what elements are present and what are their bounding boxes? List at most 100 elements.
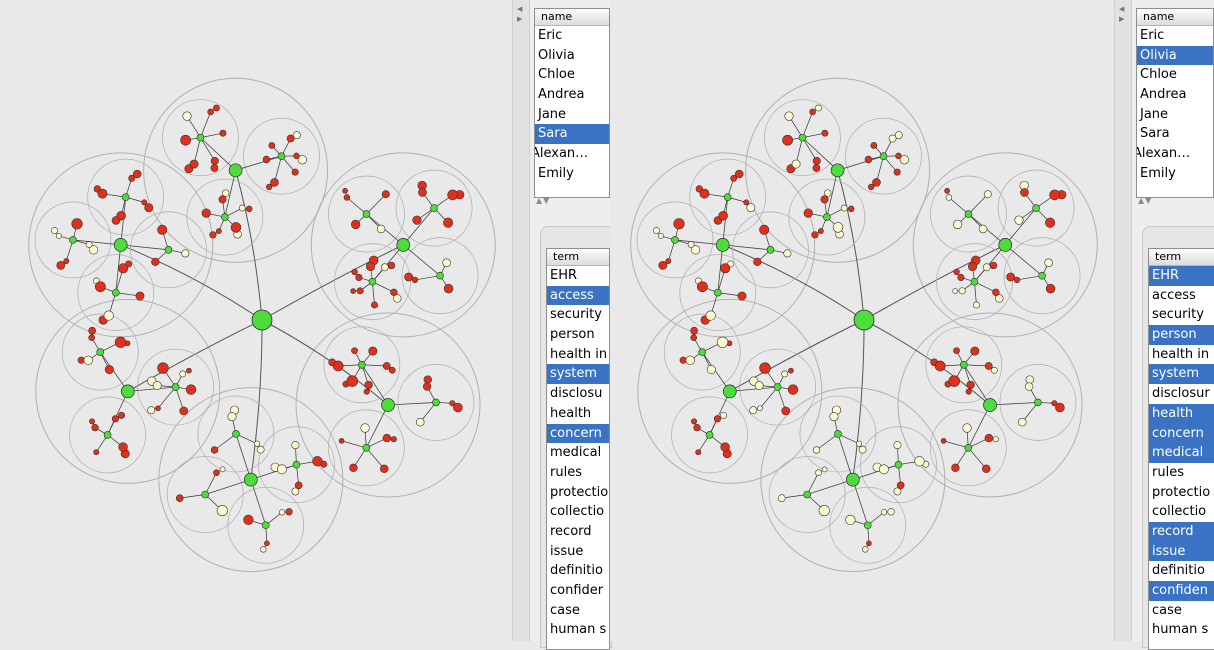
term-column-header[interactable]: term [547, 249, 609, 266]
triangle-left-icon[interactable]: ◀ [1119, 6, 1124, 13]
sub-hub-node [671, 236, 678, 243]
term-list-item[interactable]: health [1149, 404, 1214, 424]
sub-hub-node [864, 522, 871, 529]
term-list-item[interactable]: case [547, 601, 609, 621]
term-list-item[interactable]: access [547, 286, 609, 306]
leaf-node [1026, 376, 1034, 384]
term-list-item[interactable]: disclosur [1149, 384, 1214, 404]
name-list-item[interactable]: Olivia [535, 46, 609, 66]
leaf-node [818, 228, 823, 233]
term-list-item[interactable]: health in [1149, 345, 1214, 365]
leaf-node [202, 209, 211, 218]
term-list-item[interactable]: concern [1149, 424, 1214, 444]
term-column-header[interactable]: term [1149, 249, 1214, 266]
term-list-item[interactable]: EHR [547, 266, 609, 286]
term-list-item[interactable]: record [547, 522, 609, 542]
term-list-item[interactable]: rules [1149, 463, 1214, 483]
scroll-up-down-icon[interactable]: ▲▼ [1138, 196, 1152, 205]
term-list-item[interactable]: human s [547, 620, 609, 640]
leaf-node [949, 376, 960, 387]
name-list-item[interactable]: Jane [535, 105, 609, 125]
hub-node [716, 238, 729, 251]
leaf-node [190, 160, 198, 168]
name-list-item[interactable]: Chloe [1137, 65, 1213, 85]
name-list-item[interactable]: Alexan… [534, 144, 609, 164]
term-list-item[interactable]: access [1149, 286, 1214, 306]
term-list-item[interactable]: issue [547, 542, 609, 562]
name-column-header[interactable]: name [1137, 9, 1213, 26]
name-list-item[interactable]: Sara [1137, 124, 1213, 144]
graph-view-right[interactable] [610, 0, 1114, 641]
term-list-item[interactable]: person [1149, 325, 1214, 345]
leaf-node [717, 337, 728, 348]
leaf-node [365, 381, 373, 389]
term-list-item[interactable]: health in [547, 345, 609, 365]
name-list-item[interactable]: Andrea [535, 85, 609, 105]
term-list-item[interactable]: collectio [547, 502, 609, 522]
term-list-item[interactable]: human s [1149, 620, 1214, 640]
term-list-item[interactable]: medical [1149, 443, 1214, 463]
term-list-item[interactable]: protectio [1149, 483, 1214, 503]
name-list-item[interactable]: Eric [1137, 26, 1213, 46]
term-list-item[interactable]: system [1149, 364, 1214, 384]
graph-view-left[interactable] [0, 0, 512, 641]
term-list-item[interactable]: confider [547, 581, 609, 601]
leaf-node [118, 412, 124, 418]
name-list-item[interactable]: Alexan… [1136, 144, 1213, 164]
name-list-item[interactable]: Chloe [535, 65, 609, 85]
name-column-header[interactable]: name [535, 9, 609, 26]
name-list-item[interactable]: Andrea [1137, 85, 1213, 105]
term-list-item[interactable]: definitio [547, 561, 609, 581]
leaf-node [377, 225, 385, 233]
leaf-node [833, 222, 843, 232]
term-list-item[interactable]: medical [547, 443, 609, 463]
tree-edge [121, 245, 262, 320]
triangle-left-icon[interactable]: ◀ [517, 6, 522, 13]
term-list-item[interactable]: rules [547, 463, 609, 483]
balloon-graph-right[interactable] [610, 0, 1114, 641]
scroll-up-down-icon[interactable]: ▲▼ [536, 196, 550, 205]
leaf-node [270, 178, 278, 186]
term-list-item[interactable]: issue [1149, 542, 1214, 562]
leaf-node [257, 446, 264, 453]
leaf-node [152, 258, 160, 266]
name-list-item[interactable]: Eric [535, 26, 609, 46]
term-list-item[interactable]: security [1149, 305, 1214, 325]
term-list-item[interactable]: confiden [1149, 581, 1214, 601]
term-list-item[interactable]: system [547, 364, 609, 384]
term-list-item[interactable]: definitio [1149, 561, 1214, 581]
term-list-item[interactable]: disclosu [547, 384, 609, 404]
name-list-item[interactable]: Olivia [1137, 46, 1213, 66]
leaf-node [448, 190, 458, 200]
sub-hub-node [172, 384, 179, 391]
term-list-item[interactable]: collectio [1149, 502, 1214, 522]
leaf-node [959, 288, 965, 294]
split-divider-right[interactable]: ◀ ▶ [1114, 0, 1132, 641]
term-list-item[interactable]: record [1149, 522, 1214, 542]
term-list-item[interactable]: EHR [1149, 266, 1214, 286]
leaf-node [182, 250, 189, 257]
term-list-item[interactable]: protectio [547, 483, 609, 503]
term-list-item[interactable]: person [547, 325, 609, 345]
term-list-item[interactable]: concern [547, 424, 609, 444]
leaf-node [213, 470, 219, 476]
sub-hub-node [363, 211, 370, 218]
term-list-item[interactable]: security [547, 305, 609, 325]
triangle-right-icon[interactable]: ▶ [1119, 16, 1124, 23]
name-list-item[interactable]: Jane [1137, 105, 1213, 125]
term-list-item[interactable]: health [547, 404, 609, 424]
name-list-item[interactable]: Emily [1137, 164, 1213, 184]
name-list-item[interactable]: Emily [535, 164, 609, 184]
split-divider-left[interactable]: ◀ ▶ [512, 0, 530, 641]
term-list-item[interactable]: case [1149, 601, 1214, 621]
balloon-graph-left[interactable] [0, 0, 512, 641]
leaf-node [754, 258, 762, 266]
triangle-right-icon[interactable]: ▶ [517, 16, 522, 23]
sub-hub-node [278, 153, 285, 160]
name-list-item[interactable]: Sara [535, 124, 609, 144]
